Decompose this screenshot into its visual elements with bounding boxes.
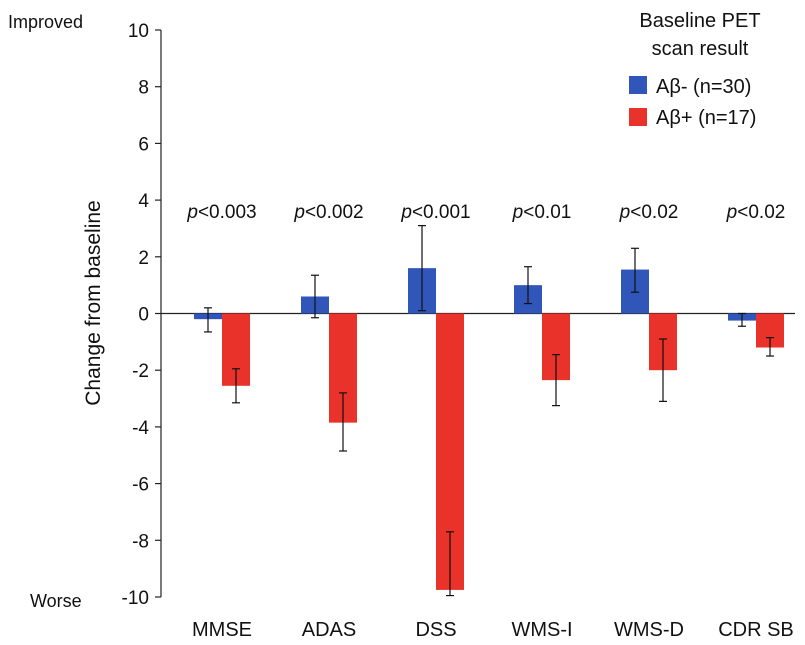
y-tick-label: 6 [138,134,149,155]
p-value-label: p<0.01 [512,202,572,223]
worse-label: Worse [30,591,82,611]
y-tick-label: -4 [132,418,149,439]
category-label: MMSE [192,619,252,641]
error-bars [204,225,774,597]
category-label: CDR SB [718,619,794,641]
category-label: WMS-D [614,619,684,641]
legend-label-abeta-pos: Aβ+ (n=17) [656,107,756,129]
y-tick-label: 4 [138,191,149,212]
p-value-label: p<0.001 [400,202,470,223]
y-axis: 10 8 6 4 2 0 -2 -4 -6 -8 -10 [122,21,795,609]
p-value-labels: p<0.003 p<0.002 p<0.001 p<0.01 p<0.02 p<0.02 [186,202,785,223]
legend-title-line2: scan result [652,38,749,60]
y-tick-label: 0 [138,305,149,326]
y-tick-label: 10 [128,21,149,42]
y-axis-title: Change from baseline [82,200,105,405]
category-label: WMS-I [511,619,572,641]
p-value-label: p<0.02 [726,202,786,223]
p-value-label: p<0.02 [619,202,679,223]
p-value-label: p<0.002 [293,202,363,223]
category-labels: MMSE ADAS DSS WMS-I WMS-D CDR SB [192,619,794,641]
y-tick-label: -10 [122,588,149,609]
y-tick-label: 2 [138,248,149,269]
category-label: DSS [415,619,456,641]
y-tick-label: 8 [138,78,149,99]
legend-swatch-abeta-neg [629,76,647,94]
p-value-label: p<0.003 [186,202,256,223]
y-tick-label: -6 [132,475,149,496]
y-tick-label: -2 [132,361,149,382]
legend: Baseline PET scan result Aβ- (n=30) Aβ+ … [629,10,761,129]
bars [194,268,784,590]
y-tick-label: -8 [132,531,149,552]
legend-swatch-abeta-pos [629,108,647,126]
legend-label-abeta-neg: Aβ- (n=30) [656,76,751,98]
category-label: ADAS [302,619,356,641]
legend-title-line1: Baseline PET [639,10,760,32]
improved-label: Improved [8,12,83,32]
